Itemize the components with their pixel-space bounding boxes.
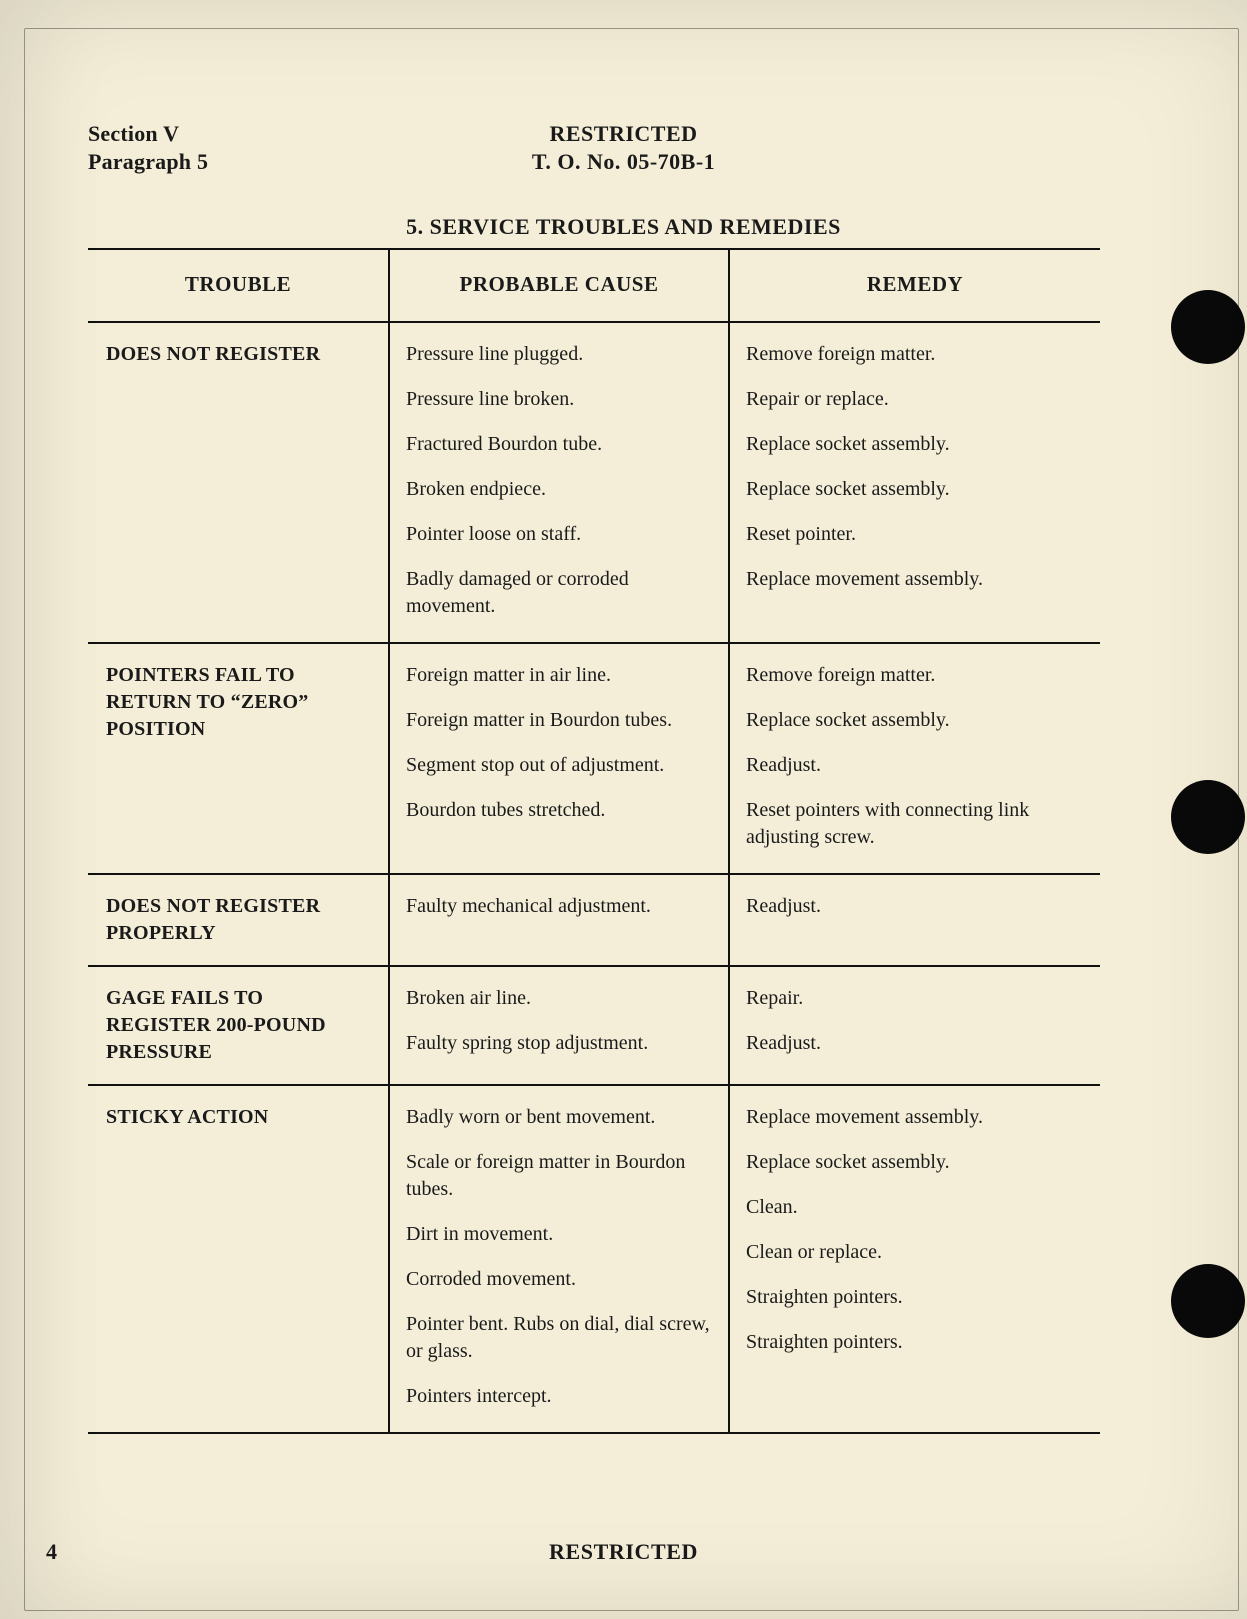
punch-hole [1171,780,1245,854]
cell-cause: Foreign matter in air line. Foreign matte… [388,644,728,873]
table-header-row: TROUBLE PROBABLE CAUSE REMEDY [88,250,1100,323]
remedy-item: Readjust. [746,1030,1084,1057]
cause-item: Foreign matter in air line. [406,662,712,689]
table-body: DOES NOT REGISTERPressure line plugged.P… [88,323,1100,1432]
cell-trouble: DOES NOT REGISTER PROPERLY [88,875,388,965]
cause-item: Pointer loose on staff. [406,521,712,548]
remedy-item: Remove foreign matter. [746,341,1084,368]
cause-item: Faulty spring stop adjustment. [406,1030,712,1057]
punch-hole [1171,1264,1245,1338]
cell-trouble: GAGE FAILS TO REGISTER 200-POUND PRESSUR… [88,967,388,1084]
document-page: Section V Paragraph 5 RESTRICTED T. O. N… [0,0,1247,1619]
remedy-item: Reset pointer. [746,521,1084,548]
remedy-item: Clean. [746,1194,1084,1221]
cause-item: Scale or foreign matter in Bourdon tubes… [406,1149,712,1203]
cell-trouble: STICKY ACTION [88,1086,388,1432]
cause-item: Pressure line broken. [406,386,712,413]
remedy-item: Replace socket assembly. [746,431,1084,458]
cause-item: Badly worn or bent movement. [406,1104,712,1131]
remedy-item: Replace socket assembly. [746,476,1084,503]
cell-remedy: Readjust. [728,875,1100,965]
remedy-item: Replace socket assembly. [746,1149,1084,1176]
cause-item: Badly damaged or corroded movement. [406,566,712,620]
col-remedy: REMEDY [728,250,1100,321]
cell-cause: Broken air line. Faulty spring stop adjus… [388,967,728,1084]
remedy-item: Reset pointers with connecting link adju… [746,797,1084,851]
cell-cause: Badly worn or bent movement. Scale or for… [388,1086,728,1432]
footer-classification: RESTRICTED [0,1539,1247,1565]
cause-item: Foreign matter in Bourdon tubes. [406,707,712,734]
remedy-item: Repair or replace. [746,386,1084,413]
cell-trouble: POINTERS FAIL TO RETURN TO “ZERO” POSITI… [88,644,388,873]
remedy-item: Straighten pointers. [746,1284,1084,1311]
cause-item: Segment stop out of adjustment. [406,752,712,779]
cause-item: Pressure line plugged. [406,341,712,368]
troubles-table: TROUBLE PROBABLE CAUSE REMEDY DOES NOT R… [88,248,1100,1434]
header-doc-number: T. O. No. 05-70B-1 [0,148,1247,176]
table-row: STICKY ACTIONBadly worn or bent movement… [88,1086,1100,1432]
table-row: POINTERS FAIL TO RETURN TO “ZERO” POSITI… [88,644,1100,875]
cell-remedy: Remove foreign matter. Replace socket ass… [728,644,1100,873]
cell-cause: Pressure line plugged. Pressure line brok… [388,323,728,642]
table-row: DOES NOT REGISTER PROPERLY Faulty mechani… [88,875,1100,967]
remedy-item: Replace socket assembly. [746,707,1084,734]
cause-item: Bourdon tubes stretched. [406,797,712,824]
cause-item: Dirt in movement. [406,1221,712,1248]
cause-item: Fractured Bourdon tube. [406,431,712,458]
table-row: DOES NOT REGISTERPressure line plugged.P… [88,323,1100,644]
col-trouble: TROUBLE [88,250,388,321]
remedy-item: Straighten pointers. [746,1329,1084,1356]
table-title: 5. SERVICE TROUBLES AND REMEDIES [0,214,1247,240]
cause-item: Corroded movement. [406,1266,712,1293]
cause-item: Pointer bent. Rubs on dial, dial screw, … [406,1311,712,1365]
cause-item: Pointers intercept. [406,1383,712,1410]
cause-item: Broken endpiece. [406,476,712,503]
remedy-item: Readjust. [746,893,1084,920]
punch-hole [1171,290,1245,364]
remedy-item: Replace movement assembly. [746,1104,1084,1131]
remedy-item: Repair. [746,985,1084,1012]
remedy-item: Readjust. [746,752,1084,779]
remedy-item: Remove foreign matter. [746,662,1084,689]
cell-remedy: Repair. Readjust. [728,967,1100,1084]
header-classification: RESTRICTED [0,120,1247,148]
remedy-item: Replace movement assembly. [746,566,1084,593]
cell-remedy: Replace movement assembly. Replace socket… [728,1086,1100,1432]
cell-trouble: DOES NOT REGISTER [88,323,388,642]
cell-remedy: Remove foreign matter. Repair or replace.… [728,323,1100,642]
cell-cause: Faulty mechanical adjustment. [388,875,728,965]
table-row: GAGE FAILS TO REGISTER 200-POUND PRESSUR… [88,967,1100,1086]
cause-item: Broken air line. [406,985,712,1012]
cause-item: Faulty mechanical adjustment. [406,893,712,920]
header-center: RESTRICTED T. O. No. 05-70B-1 [0,120,1247,175]
col-cause: PROBABLE CAUSE [388,250,728,321]
remedy-item: Clean or replace. [746,1239,1084,1266]
